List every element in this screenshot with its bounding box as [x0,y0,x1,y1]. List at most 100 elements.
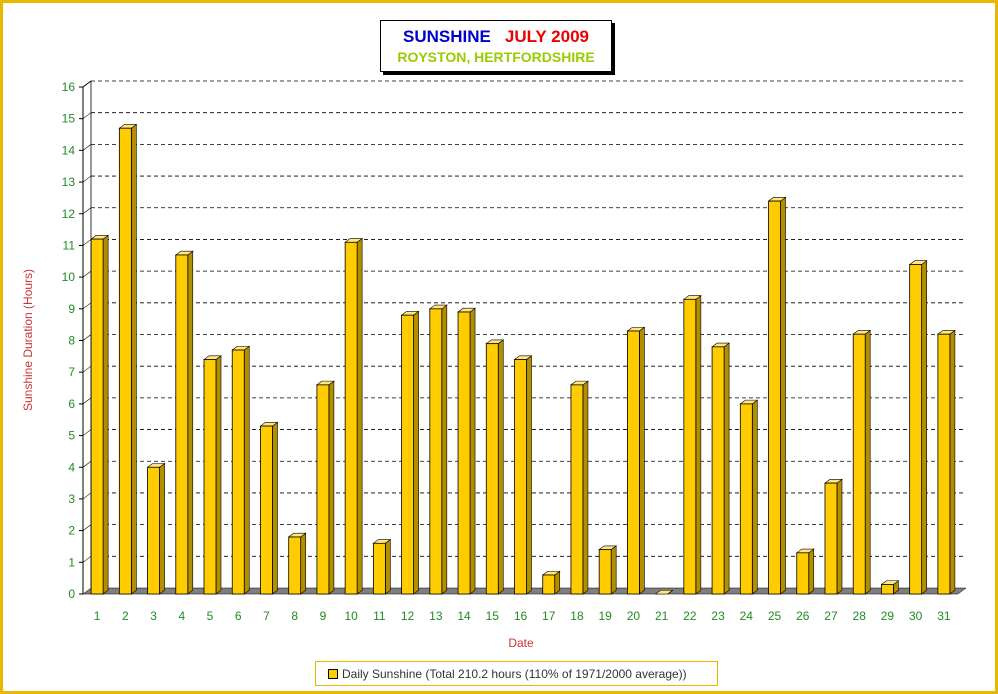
bar-front [570,384,584,595]
x-tick-label: 25 [768,609,782,623]
title-main: SUNSHINE [403,27,491,46]
y-tick-label: 2 [68,524,75,538]
x-tick-label: 3 [150,609,157,623]
gridline-depth [82,524,92,531]
x-tick-label: 11 [373,609,386,623]
gridline-depth [82,556,92,563]
bar-front [457,311,471,595]
bar [739,399,759,595]
bar-side [497,339,504,595]
x-tick-label: 14 [457,609,471,623]
x-tick-label: 17 [542,609,556,623]
bar-front [937,333,951,595]
bar [231,345,251,595]
bar [90,234,110,595]
gridline-depth [82,365,92,373]
bar-front [316,384,330,595]
y-tick-label: 3 [68,492,75,506]
x-tick-label: 29 [881,609,895,623]
chart-subtitle: ROYSTON, HERTFORDSHIRE [397,49,595,65]
gridline-depth [82,207,92,214]
x-tick-label: 12 [401,609,415,623]
gridline-depth [82,429,92,436]
bar [174,250,194,595]
gridline-depth [82,302,92,310]
bar [880,580,900,595]
bar-side [243,345,250,595]
bar [259,421,279,595]
gridline-depth [82,175,92,183]
x-tick-label: 4 [178,609,185,623]
bar [626,326,646,595]
bar-front [288,536,302,595]
y-tick-label: 10 [62,270,76,284]
bar [795,548,815,595]
y-tick-label: 1 [68,555,75,569]
y-tick-label: 6 [68,397,75,411]
bar-side [695,294,702,595]
bar [541,570,561,595]
x-tick-label: 8 [291,609,298,623]
bar-side [864,329,871,595]
legend-label: Daily Sunshine (Total 210.2 hours (110% … [342,666,687,681]
bar-front [344,241,358,595]
y-tick-label: 0 [68,587,75,601]
bar-side [949,329,956,595]
x-axis-title: Date [508,636,534,650]
bar [513,355,533,595]
bar-side [385,538,391,595]
bar-front [739,403,753,595]
y-tick-label: 15 [62,112,76,126]
x-tick-label: 7 [263,609,270,623]
x-tick-label: 2 [122,609,129,623]
x-tick-label: 15 [486,609,500,623]
bar [428,304,448,595]
bar-front [372,542,386,595]
axis-layer [79,80,92,595]
bar [344,237,364,595]
bar-side [921,260,927,595]
y-tick-label: 16 [62,80,76,94]
x-tick-label: 19 [598,609,612,623]
bar-side [610,545,617,595]
bar-front [175,254,189,595]
x-tick-label: 26 [796,609,810,623]
x-tick-label: 18 [570,609,584,623]
bar-side [187,250,194,595]
bar [936,329,956,595]
x-tick-label: 28 [853,609,867,623]
x-tick-label: 24 [740,609,754,623]
x-tick-label: 21 [655,609,669,623]
bar-side [780,196,786,595]
x-tick-label: 5 [207,609,214,623]
bar-front [627,330,640,595]
bars-layer [90,123,956,595]
bar-front [598,549,612,595]
y-tick-label: 5 [68,429,75,443]
bar-top [654,589,674,595]
x-tick-label: 23 [711,609,725,623]
bar-side [215,355,222,595]
gridline-depth [82,461,92,468]
gridline-depth [82,239,92,246]
bar-front [852,333,866,595]
bar-side [526,355,532,595]
y-tick-label: 14 [62,143,76,157]
bar-front [231,349,245,595]
bar-side [131,123,137,595]
gridline-depth [82,492,92,500]
bar-side [723,342,730,595]
bar [908,260,928,595]
x-tick-label: 6 [235,609,242,623]
x-tick-label: 31 [937,609,951,623]
bar-side [836,478,843,595]
bar-front [796,552,810,595]
bar-side [639,326,645,595]
bar-side [159,462,165,595]
bar-side [582,380,589,595]
bar-side [441,304,448,595]
bar-front [260,425,273,595]
y-tick-label: 4 [68,460,75,474]
chart-title-box: SUNSHINE JULY 2009 ROYSTON, HERTFORDSHIRE [380,20,612,72]
gridline-depth [82,334,92,341]
